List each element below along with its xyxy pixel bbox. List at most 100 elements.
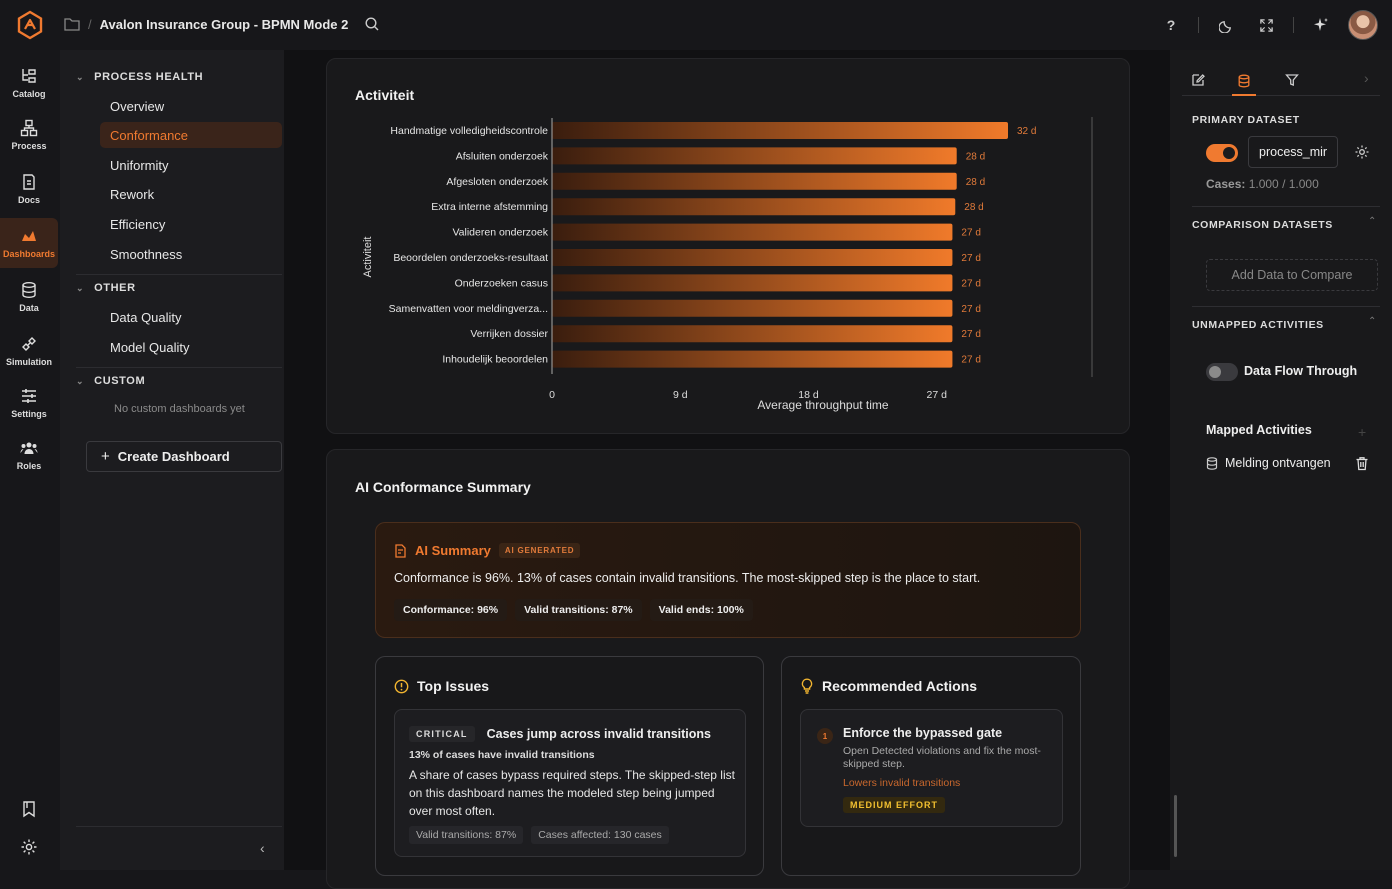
filter-icon[interactable] [1280,68,1304,92]
help-icon[interactable]: ? [1166,17,1176,33]
trash-icon[interactable] [1355,456,1369,471]
cases-count: Cases: 1.000 / 1.000 [1206,177,1319,191]
chevron-down-icon: ⌄ [76,282,85,293]
bar[interactable] [552,122,1008,139]
divider [1293,17,1294,33]
bar[interactable] [552,249,953,266]
section-other[interactable]: ⌄ OTHER [76,282,136,294]
nav-item-efficiency[interactable]: Efficiency [110,216,166,232]
cases-label: Cases: [1206,177,1246,191]
nav-item-conformance[interactable]: Conformance [100,122,282,148]
bar[interactable] [552,147,957,165]
x-tick-label: 27 d [927,389,948,401]
issue-tags: Valid transitions: 87% Cases affected: 1… [409,826,669,844]
bar[interactable] [552,198,956,216]
bar[interactable] [552,172,957,190]
chevron-down-icon: ⌄ [76,71,85,82]
bar[interactable] [552,299,953,317]
divider [1192,306,1380,307]
rail-item-process[interactable]: Process [0,110,58,160]
fullscreen-icon[interactable] [1253,12,1279,38]
rail-item-settings[interactable]: Settings [0,378,58,428]
section-custom[interactable]: ⌄ CUSTOM [76,375,145,387]
rail-item-data[interactable]: Data [0,272,58,322]
bar[interactable] [552,325,953,343]
data-flow-toggle[interactable] [1206,363,1238,381]
alert-circle-icon [394,679,409,693]
action-impact: Lowers invalid transitions [843,777,961,789]
action-item[interactable]: 1 Enforce the bypassed gate Open Detecte… [800,709,1063,827]
mapped-activity-item: Melding ontvangen [1225,456,1331,470]
nav-item-data-quality[interactable]: Data Quality [110,309,182,325]
category-label: Samenvatten voor meldingverza... [389,303,548,315]
ai-summary-text: Conformance is 96%. 13% of cases contain… [394,571,981,585]
sparkle-icon[interactable] [1308,12,1334,38]
rail-item-docs[interactable]: Docs [0,164,58,214]
rail-item-dashboards[interactable]: Dashboards [0,218,58,268]
database-icon[interactable] [1232,68,1256,96]
issue-body: A share of cases bypass required steps. … [409,768,735,818]
mapped-activities-label: Mapped Activities [1206,423,1312,437]
data-icon [22,282,36,299]
dashboard-nav: ⌄ PROCESS HEALTH Overview Conformance Un… [60,50,284,870]
section-process-health[interactable]: ⌄ PROCESS HEALTH [76,71,203,83]
plus-icon[interactable]: + [1358,424,1367,440]
ai-summary-metrics: Conformance: 96% Valid transitions: 87% … [394,599,753,621]
nav-item-rework[interactable]: Rework [110,186,155,202]
data-label: 27 d [961,355,980,366]
folder-icon[interactable] [64,17,80,31]
search-icon[interactable] [364,16,380,32]
data-label: 27 d [961,329,980,340]
project-title[interactable]: Avalon Insurance Group - BPMN Mode 2 [99,16,349,32]
issue-item[interactable]: CRITICAL Cases jump across invalid trans… [394,709,746,857]
chevron-up-icon[interactable]: ⌃ [1368,316,1377,327]
dataset-select[interactable]: process_mir [1248,136,1338,168]
right-panel: › PRIMARY DATASET process_mir Cases: 1.0… [1170,50,1392,870]
bar[interactable] [552,223,953,241]
divider [76,367,282,368]
app-logo-icon[interactable] [16,10,44,40]
breadcrumb: / Avalon Insurance Group - BPMN Mode 2 [64,16,380,32]
nav-item-model-quality[interactable]: Model Quality [110,339,190,355]
bar[interactable] [552,274,953,292]
edit-icon[interactable] [1186,68,1210,92]
docs-icon [23,174,35,190]
avatar[interactable] [1348,10,1378,40]
gear-icon[interactable] [20,838,38,856]
issue-title: Cases jump across invalid transitions [486,727,711,741]
category-label: Extra interne afstemming [431,201,548,213]
create-dashboard-button[interactable]: + Create Dashboard [86,441,282,472]
rail-item-catalog[interactable]: Catalog [0,58,58,108]
comparison-datasets-label: COMPARISON DATASETS [1192,219,1333,231]
chevron-up-icon[interactable]: ⌃ [1368,216,1377,227]
nav-item-uniformity[interactable]: Uniformity [110,157,169,173]
ai-document-icon [395,543,406,558]
database-icon [1206,457,1218,470]
bookmark-icon[interactable] [21,800,37,818]
chevron-right-icon[interactable]: › [1364,70,1369,86]
rail-item-roles[interactable]: Roles [0,430,58,480]
bar[interactable] [552,350,953,368]
nav-item-smoothness[interactable]: Smoothness [110,246,183,262]
nav-item-overview[interactable]: Overview [110,98,165,114]
rail-label: Process [11,141,47,151]
rail-label: Data [19,303,39,313]
action-title: Enforce the bypassed gate [843,726,1003,740]
custom-empty-text: No custom dashboards yet [114,403,245,415]
create-dashboard-label: Create Dashboard [117,449,230,464]
x-tick-label: 18 d [798,389,819,401]
primary-dataset-toggle[interactable] [1206,144,1238,162]
right-panel-tabs: › [1182,60,1380,96]
moon-icon[interactable] [1213,12,1239,38]
dataset-settings-icon[interactable] [1354,144,1370,160]
severity-badge: CRITICAL [409,726,475,742]
rail-item-simulation[interactable]: Simulation [0,326,58,376]
main-scrollbar[interactable] [1174,795,1177,857]
divider [76,826,282,827]
chevron-down-icon: ⌄ [76,375,85,386]
cases-value: 1.000 / 1.000 [1248,177,1319,191]
data-label: 27 d [961,228,980,239]
collapse-sidebar-icon[interactable]: ‹ [260,840,265,856]
add-compare-button[interactable]: Add Data to Compare [1206,259,1378,291]
chart-card-title: Activiteit [355,87,415,103]
